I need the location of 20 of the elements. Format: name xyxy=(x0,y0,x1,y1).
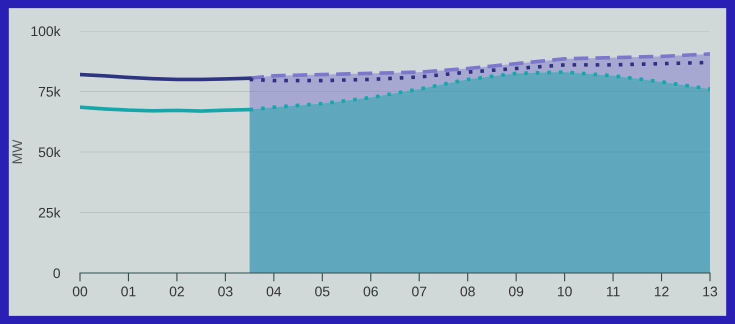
x-tick-label: 02 xyxy=(170,286,184,296)
x-tick-label: 07 xyxy=(412,286,426,296)
x-tick-label: 01 xyxy=(121,286,136,296)
x-tick-label: 08 xyxy=(460,286,475,296)
x-tick-label: 04 xyxy=(266,286,282,296)
y-tick-label: 25k xyxy=(38,207,61,218)
x-tick-label: 09 xyxy=(508,286,524,296)
x-tick-label: 12 xyxy=(654,286,669,296)
x-tick-label: 11 xyxy=(606,286,620,296)
y-axis-title: MW xyxy=(12,140,22,164)
x-tick-label: 13 xyxy=(703,286,718,296)
y-tick-label: 50k xyxy=(38,146,61,158)
y-tick-label: 0 xyxy=(53,268,60,278)
x-tick-label: 05 xyxy=(315,286,330,296)
x-tick-label: 03 xyxy=(218,286,232,296)
x-tick-label: 00 xyxy=(72,286,88,296)
x-tick-label: 06 xyxy=(364,286,378,296)
y-tick-label: 75k xyxy=(38,86,61,97)
x-tick-label: 10 xyxy=(558,286,572,296)
y-tick-label: 100k xyxy=(32,26,61,36)
